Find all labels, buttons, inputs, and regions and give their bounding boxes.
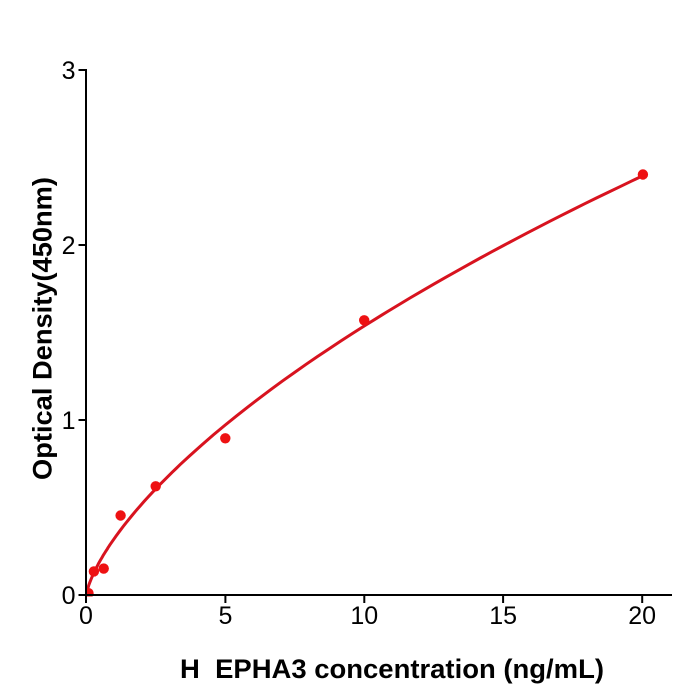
svg-text:H EPHA3 concentration (ng/mL): H EPHA3 concentration (ng/mL) xyxy=(180,654,604,684)
svg-text:2: 2 xyxy=(62,232,76,260)
svg-text:3: 3 xyxy=(62,57,76,85)
svg-text:15: 15 xyxy=(489,602,517,630)
svg-text:1: 1 xyxy=(62,407,76,435)
svg-text:Optical Density(450nm): Optical Density(450nm) xyxy=(28,177,58,480)
svg-text:20: 20 xyxy=(628,602,656,630)
svg-text:0: 0 xyxy=(79,602,93,630)
svg-text:0: 0 xyxy=(62,582,76,610)
svg-text:10: 10 xyxy=(350,602,378,630)
svg-text:5: 5 xyxy=(218,602,232,630)
